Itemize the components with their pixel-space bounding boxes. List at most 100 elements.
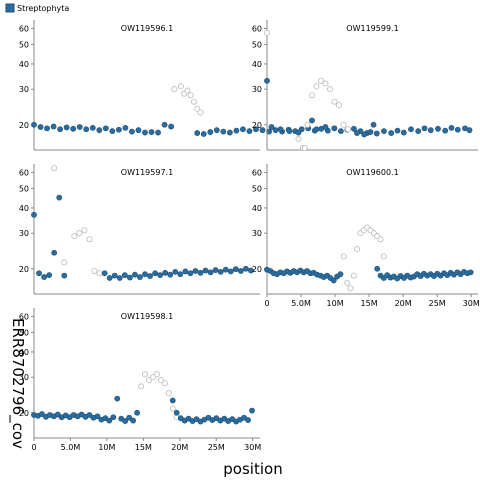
x-tick-label: 0	[31, 443, 36, 452]
data-point	[322, 124, 329, 130]
data-point	[162, 269, 169, 276]
data-point	[454, 126, 461, 133]
data-point	[167, 271, 174, 278]
y-tick-label: 40	[252, 60, 262, 69]
excluded-point	[380, 253, 387, 260]
x-tick-label: 5.0M	[61, 443, 81, 452]
y-tick-label: 50	[19, 40, 29, 49]
data-point	[83, 126, 90, 133]
data-point	[111, 272, 118, 279]
data-point	[182, 268, 189, 275]
y-tick-label: 60	[252, 24, 262, 33]
excluded-point	[340, 121, 347, 128]
data-point	[415, 128, 422, 135]
excluded-point	[157, 377, 164, 384]
data-point	[367, 129, 374, 135]
data-point	[249, 407, 255, 414]
data-point	[169, 397, 176, 404]
data-point	[142, 129, 148, 136]
y-tick-label: 50	[252, 40, 262, 49]
panels: 20 30 40 50 60 OW119596.1 20 30 40 50 60 OW119599.1…	[19, 20, 480, 452]
excluded-point	[322, 80, 329, 87]
y-tick-label: 50	[19, 328, 29, 337]
data-point	[400, 129, 407, 136]
excluded-point	[61, 259, 68, 266]
data-point	[44, 125, 50, 132]
excluded-point	[71, 233, 78, 240]
panel-ow119596-1: 20 30 40 50 60 OW119596.1	[19, 20, 377, 151]
excluded-point	[86, 236, 93, 243]
excluded-point	[184, 87, 191, 94]
data-point	[122, 124, 129, 131]
data-point	[76, 124, 83, 130]
x-tick-label: 0	[264, 299, 269, 308]
data-point	[102, 125, 109, 132]
excluded-point	[295, 136, 302, 143]
x-tick-label: 15M	[135, 443, 152, 452]
data-point	[106, 275, 113, 281]
data-point	[220, 128, 227, 135]
y-tick-label: 60	[19, 24, 29, 33]
data-point	[309, 117, 315, 124]
data-point	[226, 129, 233, 136]
excluded-point	[169, 405, 176, 412]
excluded-point	[145, 377, 152, 384]
data-point	[39, 411, 45, 417]
y-tick-label: 30	[19, 373, 29, 382]
data-point	[264, 77, 270, 84]
x-tick-label: 20M	[395, 299, 412, 308]
data-point	[192, 268, 199, 274]
excluded-point	[96, 270, 103, 277]
y-tick-label: 30	[252, 229, 262, 238]
data-point	[259, 127, 266, 134]
data-point	[110, 414, 117, 421]
excluded-point	[81, 227, 88, 234]
data-point	[354, 130, 360, 136]
panel-title: OW119599.1	[346, 24, 398, 33]
data-point	[374, 265, 381, 272]
panel-title: OW119597.1	[121, 168, 173, 177]
x-tick-label: 5.0M	[291, 299, 311, 308]
data-point	[331, 125, 338, 132]
excluded-point	[313, 83, 320, 90]
data-point	[51, 249, 58, 256]
excluded-point	[347, 285, 354, 292]
data-point	[126, 414, 133, 421]
data-point	[152, 270, 158, 277]
data-point	[197, 269, 204, 276]
data-point	[295, 129, 302, 136]
excluded-point	[304, 121, 311, 128]
data-point	[232, 266, 239, 273]
data-point	[266, 128, 272, 135]
excluded-point	[153, 371, 160, 378]
data-point	[248, 267, 254, 274]
data-point	[173, 409, 180, 416]
excluded-point	[326, 86, 333, 93]
data-point	[245, 417, 251, 423]
y-tick-label: 50	[252, 184, 262, 193]
data-point	[155, 129, 161, 136]
data-point	[126, 274, 133, 281]
y-axis-title: ERR8702796_cov	[8, 318, 27, 449]
excluded-point	[76, 230, 83, 237]
panel-ow119600-1: 20 30 40 50 60 0 5.0M 10M 15M 20M 25M 30M OW119600.1	[252, 164, 480, 308]
data-point	[101, 270, 108, 277]
data-point	[132, 271, 138, 278]
y-tick-label: 40	[19, 204, 29, 213]
panel-title: OW119598.1	[121, 312, 173, 321]
x-tick-label: 10M	[98, 443, 115, 452]
y-tick-label: 40	[19, 348, 29, 357]
panel-ow119599-1: 20 30 40 50 60 OW119599.1	[252, 20, 478, 151]
y-tick-label: 30	[19, 85, 29, 94]
data-point	[50, 123, 57, 130]
y-tick-label: 60	[19, 312, 29, 321]
excluded-point	[354, 246, 361, 253]
data-point	[121, 272, 128, 279]
excluded-point	[377, 236, 384, 243]
data-point	[130, 417, 137, 424]
data-point	[337, 128, 344, 135]
data-point	[168, 123, 175, 130]
excluded-point	[141, 371, 148, 378]
data-point	[217, 268, 224, 275]
